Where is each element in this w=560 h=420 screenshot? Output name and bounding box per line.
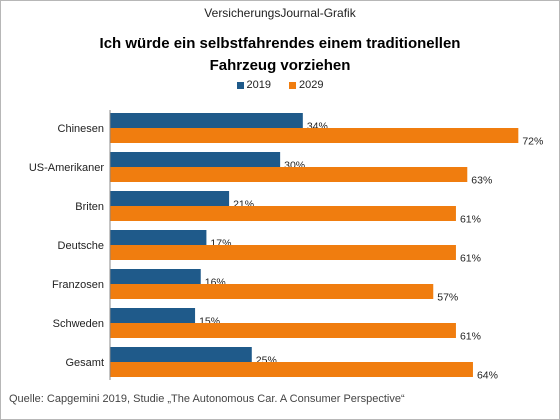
legend-swatch-2019 <box>236 81 244 89</box>
bar-2029-deutsche <box>110 245 456 260</box>
data-label-2029-chinesen: 72% <box>522 136 543 148</box>
bar-2029-franzosen <box>110 284 434 299</box>
category-label-gesamt: Gesamt <box>65 357 104 369</box>
data-label-2029-franzosen: 57% <box>437 292 458 304</box>
bar-2029-gesamt <box>110 362 473 377</box>
bar-2029-schweden <box>110 323 456 338</box>
legend-item-2029: 2029 <box>289 79 323 91</box>
bar-2019-deutsche <box>110 230 207 245</box>
bar-2029-briten <box>110 206 456 221</box>
legend-label-2029: 2029 <box>299 79 324 91</box>
category-label-deutsche: Deutsche <box>58 240 104 252</box>
legend-swatch-2029 <box>289 81 296 89</box>
category-label-us-amerikaner: US-Amerikaner <box>29 162 105 174</box>
bar-2019-briten <box>110 191 230 206</box>
category-label-chinesen: Chinesen <box>58 123 104 135</box>
data-label-2029-gesamt: 64% <box>477 370 498 382</box>
source-note: Quelle: Capgemini 2019, Studie „The Auto… <box>9 393 405 405</box>
bar-2019-gesamt <box>110 347 252 362</box>
bar-2029-chinesen <box>110 128 519 143</box>
category-label-schweden: Schweden <box>53 318 104 330</box>
chart-title: Ich würde ein selbstfahrendes einem trad… <box>21 33 539 77</box>
bar-2029-us-amerikaner <box>110 167 468 182</box>
category-label-briten: Briten <box>75 201 104 213</box>
data-label-2029-briten: 61% <box>460 214 481 226</box>
chart-legend: 2019 2029 <box>1 79 559 91</box>
data-label-2029-schweden: 61% <box>460 331 481 343</box>
legend-item-2019: 2019 <box>236 79 271 91</box>
chart-title-line-2: Fahrzeug vorziehen <box>209 57 351 74</box>
bar-2019-schweden <box>110 308 196 323</box>
legend-label-2019: 2019 <box>246 79 271 91</box>
data-label-2029-us-amerikaner: 63% <box>471 175 492 187</box>
bar-2019-chinesen <box>110 113 303 128</box>
bar-2019-us-amerikaner <box>110 152 281 167</box>
bar-2019-franzosen <box>110 269 201 284</box>
category-label-franzosen: Franzosen <box>52 279 104 291</box>
chart-title-line-1: Ich würde ein selbstfahrendes einem trad… <box>99 35 461 52</box>
chart-header: VersicherungsJournal-Grafik <box>204 6 356 20</box>
data-label-2029-deutsche: 61% <box>460 253 481 265</box>
